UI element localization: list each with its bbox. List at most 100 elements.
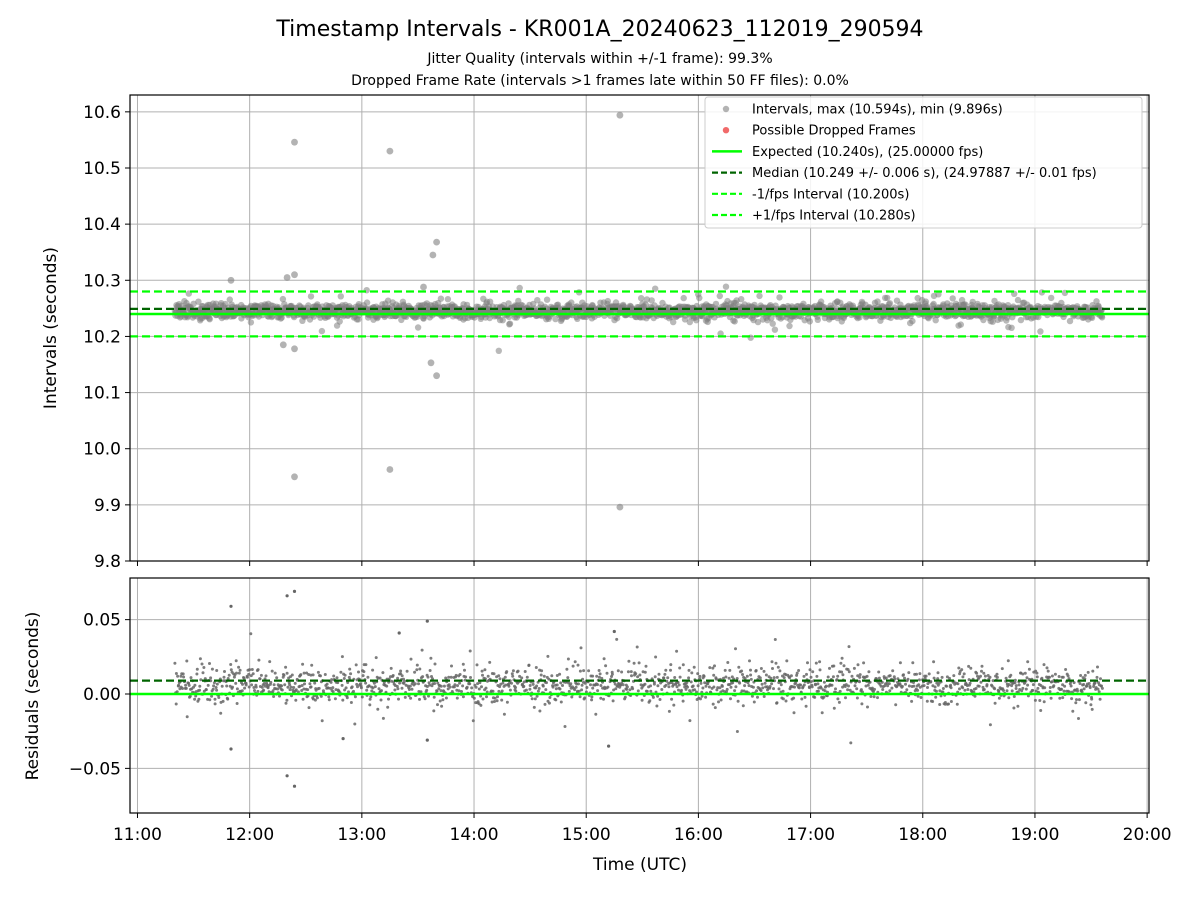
residual-point: [420, 648, 424, 652]
residual-point: [229, 668, 233, 672]
residual-point: [980, 664, 984, 668]
residual-point: [743, 684, 747, 688]
residual-point: [692, 665, 696, 669]
residual-point: [231, 685, 234, 689]
residual-point: [823, 689, 827, 693]
residual-point: [591, 686, 595, 690]
residual-point: [565, 667, 569, 671]
residual-point: [257, 658, 261, 662]
residual-point: [302, 687, 306, 691]
residual-point: [686, 685, 689, 689]
residual-point: [199, 678, 203, 682]
residual-point: [181, 687, 184, 690]
residual-point: [535, 684, 539, 688]
residual-point: [474, 685, 478, 689]
residual-point: [820, 711, 824, 715]
residual-point: [539, 673, 543, 677]
top-plot-frame: [129, 94, 1150, 562]
residual-point: [771, 667, 774, 670]
residual-point: [861, 690, 864, 694]
residual-point: [1062, 689, 1066, 693]
interval-point: [1037, 328, 1044, 335]
residual-point: [629, 670, 633, 674]
residual-point: [237, 671, 241, 675]
residual-point: [687, 676, 691, 680]
residual-point: [736, 699, 740, 703]
top-y-tick-label: 10.5: [83, 159, 121, 179]
interval-outlier-point: [283, 274, 291, 281]
residual-point: [995, 675, 999, 679]
residual-point: [657, 672, 661, 676]
residual-point: [377, 687, 381, 691]
residual-point: [614, 687, 618, 691]
residual-point: [695, 690, 698, 694]
interval-point: [279, 295, 287, 303]
residual-point: [195, 672, 199, 676]
residual-point: [330, 678, 334, 682]
residual-point: [511, 669, 515, 673]
residual-point: [1036, 686, 1040, 690]
residual-point: [844, 683, 848, 687]
residual-point: [803, 695, 807, 699]
residual-point: [975, 671, 979, 675]
residual-point: [644, 664, 648, 668]
residual-point: [770, 660, 774, 664]
residual-point: [340, 683, 344, 687]
residual-point: [514, 686, 517, 689]
residual-point: [195, 667, 199, 671]
residual-point: [485, 695, 488, 699]
residual-point: [715, 688, 719, 692]
residual-point: [580, 683, 584, 687]
residual-point: [532, 705, 536, 709]
top-lines: [130, 290, 1149, 338]
residual-point: [1020, 689, 1024, 693]
residual-point: [907, 684, 911, 688]
residual-point: [704, 695, 708, 699]
bottom-y-axis-label: Residuals (seconds): [23, 612, 43, 781]
residual-point: [198, 657, 202, 661]
residual-point: [574, 685, 578, 689]
residual-point: [580, 688, 584, 692]
residual-point: [544, 688, 548, 692]
residual-point: [1090, 697, 1094, 701]
residual-point: [634, 672, 638, 676]
residual-point: [698, 674, 702, 678]
residual-point: [283, 683, 287, 687]
interval-outlier-point: [279, 341, 287, 349]
interval-point: [716, 292, 723, 300]
residual-point: [832, 664, 836, 668]
residual-point: [604, 664, 608, 668]
residual-point: [789, 674, 793, 678]
residual-point: [734, 647, 737, 651]
residual-point: [792, 696, 796, 700]
residual-point: [846, 688, 850, 692]
residual-point: [643, 682, 647, 686]
residual-point: [675, 649, 679, 653]
residual-point: [806, 661, 809, 665]
residual-point: [680, 688, 683, 692]
residual-point: [251, 672, 255, 676]
residual-point: [924, 674, 928, 678]
interval-outlier-point: [616, 503, 624, 511]
interval-point: [980, 316, 987, 324]
residual-outlier-point: [425, 619, 429, 623]
residual-point: [432, 695, 436, 699]
residual-point: [508, 688, 512, 692]
residual-point: [271, 689, 275, 693]
bottom-grid: [130, 578, 1149, 813]
residual-point: [486, 674, 490, 678]
residual-point: [1004, 676, 1008, 680]
residual-point: [579, 646, 583, 650]
residual-point: [189, 676, 193, 680]
residual-point: [927, 672, 931, 676]
residual-point: [750, 694, 754, 698]
residual-point: [500, 698, 504, 702]
residual-point: [267, 690, 271, 694]
residual-point: [485, 690, 489, 694]
residual-point: [537, 687, 541, 690]
interval-outlier-point: [227, 276, 235, 284]
interval-point: [414, 324, 422, 331]
residual-point: [643, 670, 647, 674]
residual-point: [649, 689, 653, 693]
residual-point: [754, 669, 758, 672]
